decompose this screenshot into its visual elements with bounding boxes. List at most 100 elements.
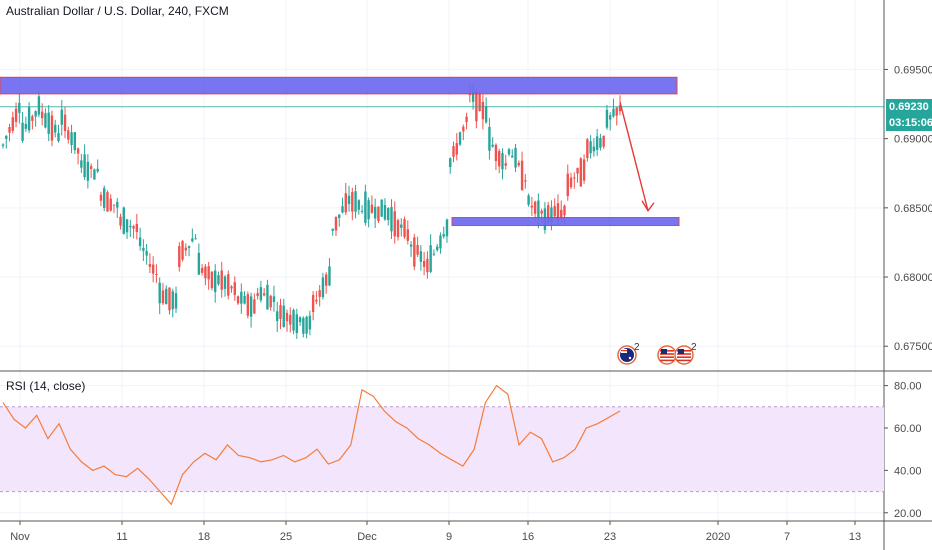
candle-body xyxy=(31,116,34,121)
time-tick-label: 18 xyxy=(198,531,210,543)
candle-body xyxy=(553,206,556,217)
candle-body xyxy=(197,252,201,275)
candle-body xyxy=(145,250,148,256)
candle-body xyxy=(249,296,253,317)
support-zone xyxy=(451,217,680,227)
candle-body xyxy=(187,246,191,249)
projection-arrow-line xyxy=(619,101,649,211)
us-event-icon-stripe xyxy=(660,356,674,358)
rsi-tick-label: 40.00 xyxy=(894,465,922,477)
us-event-icon-2-canton xyxy=(678,349,684,354)
candle-body xyxy=(442,234,445,237)
candle-body xyxy=(387,208,390,221)
candle-body xyxy=(89,166,93,169)
candle-body xyxy=(344,193,347,213)
price-tick-label: 0.69000 xyxy=(894,134,932,146)
candle-body xyxy=(465,116,468,123)
rsi-band xyxy=(0,406,884,492)
us-event-icon xyxy=(657,345,677,365)
candle-body xyxy=(435,246,439,251)
candle-body xyxy=(50,115,54,141)
candle-body xyxy=(364,191,367,223)
candle-body xyxy=(194,238,197,240)
candle-body xyxy=(582,159,586,181)
candle-body xyxy=(86,161,90,181)
candle-body xyxy=(165,288,168,305)
candle-body xyxy=(328,266,331,286)
candle-body xyxy=(311,294,315,313)
rsi-line xyxy=(2,384,621,506)
candle-body xyxy=(439,235,442,249)
candle-body xyxy=(409,244,413,247)
candle-body xyxy=(380,199,383,217)
candle-body xyxy=(14,108,18,122)
australia-event-icon-cross xyxy=(621,350,627,352)
candle-body xyxy=(338,214,341,218)
candle-body xyxy=(217,275,220,285)
price-tick-label: 0.69500 xyxy=(894,64,932,76)
candle-body xyxy=(315,299,318,302)
candle-body xyxy=(70,132,73,146)
candle-body xyxy=(458,132,462,145)
candle-body xyxy=(129,225,132,228)
candle-body xyxy=(236,296,240,304)
candle-body xyxy=(484,106,488,123)
candle-body xyxy=(426,258,429,273)
candle-body xyxy=(321,277,325,298)
candle-body xyxy=(246,294,250,316)
candle-body xyxy=(174,293,178,309)
candle-body xyxy=(305,316,308,334)
candle-body xyxy=(112,204,116,206)
time-tick-label: 13 xyxy=(849,531,861,543)
candle-body xyxy=(135,223,139,232)
candle-body xyxy=(282,305,285,327)
candle-body xyxy=(498,151,501,167)
time-tick-label: Nov xyxy=(10,531,30,543)
candle-body xyxy=(569,177,573,188)
candle-body xyxy=(592,146,596,152)
australia-event-icon: 2 xyxy=(617,342,640,365)
candle-body xyxy=(602,135,605,147)
candle-body xyxy=(122,207,125,234)
time-axis-labels: Nov 11 18 25 Dec 9 16 23 2020 7 13 xyxy=(10,521,861,543)
candle-body xyxy=(285,312,289,322)
candle-body xyxy=(171,291,174,310)
candle-body xyxy=(302,317,305,334)
candle-body xyxy=(599,138,602,148)
candle-body xyxy=(334,216,338,231)
candle-body xyxy=(276,311,279,321)
candle-body xyxy=(289,314,292,325)
countdown-badge: 03:15:06 xyxy=(886,114,932,131)
candle-body xyxy=(200,267,204,273)
candle-body xyxy=(178,246,181,267)
candle-body xyxy=(1,144,5,146)
candle-body xyxy=(272,296,276,303)
candle-body xyxy=(168,287,171,311)
candle-body xyxy=(207,266,210,280)
candle-body xyxy=(18,102,21,113)
time-tick-label: 23 xyxy=(604,531,616,543)
candle-body xyxy=(155,274,158,276)
candle-body xyxy=(533,201,537,214)
candle-body xyxy=(80,160,83,168)
candle-body xyxy=(253,299,256,314)
candle-body xyxy=(47,112,50,134)
candle-body xyxy=(324,274,328,286)
candle-body xyxy=(452,146,455,157)
candle-body xyxy=(230,286,233,289)
candle-body xyxy=(184,247,188,251)
candle-body xyxy=(605,109,609,128)
us-event-icon-canton xyxy=(661,349,667,354)
candle-body xyxy=(93,169,96,180)
candle-body xyxy=(416,245,419,255)
candle-body xyxy=(373,206,377,219)
candle-body xyxy=(96,168,99,172)
candle-body xyxy=(116,201,119,208)
candle-body xyxy=(530,205,534,208)
us-event-icon-2-stripe xyxy=(677,356,691,358)
price-axis-labels: 0.69500 0.69000 0.68500 0.68000 0.67500 xyxy=(884,64,932,353)
candle-body xyxy=(429,245,432,272)
candle-body xyxy=(106,192,109,212)
candle-body xyxy=(63,114,67,131)
